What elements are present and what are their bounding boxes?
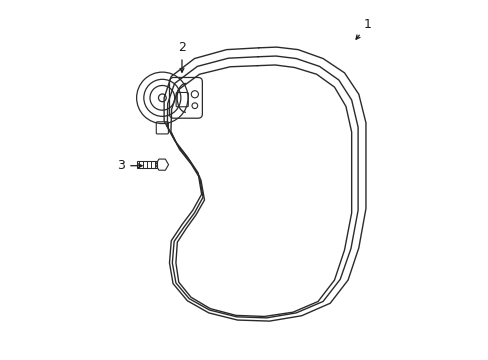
Bar [137,161,157,168]
Text: 1: 1 [355,18,371,39]
Text: 2: 2 [178,41,185,72]
Text: 3: 3 [117,159,142,172]
